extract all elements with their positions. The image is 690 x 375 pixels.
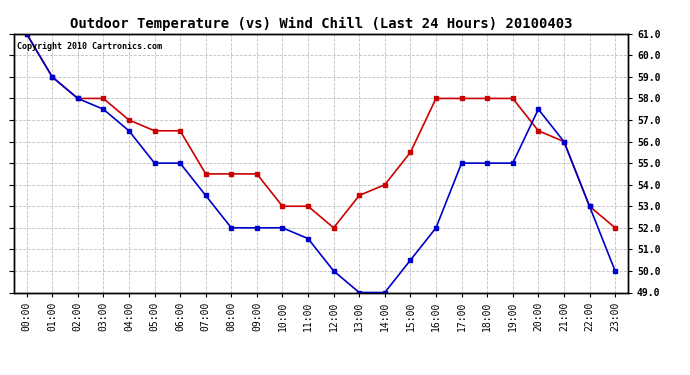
Text: Copyright 2010 Cartronics.com: Copyright 2010 Cartronics.com bbox=[17, 42, 162, 51]
Title: Outdoor Temperature (vs) Wind Chill (Last 24 Hours) 20100403: Outdoor Temperature (vs) Wind Chill (Las… bbox=[70, 17, 572, 31]
